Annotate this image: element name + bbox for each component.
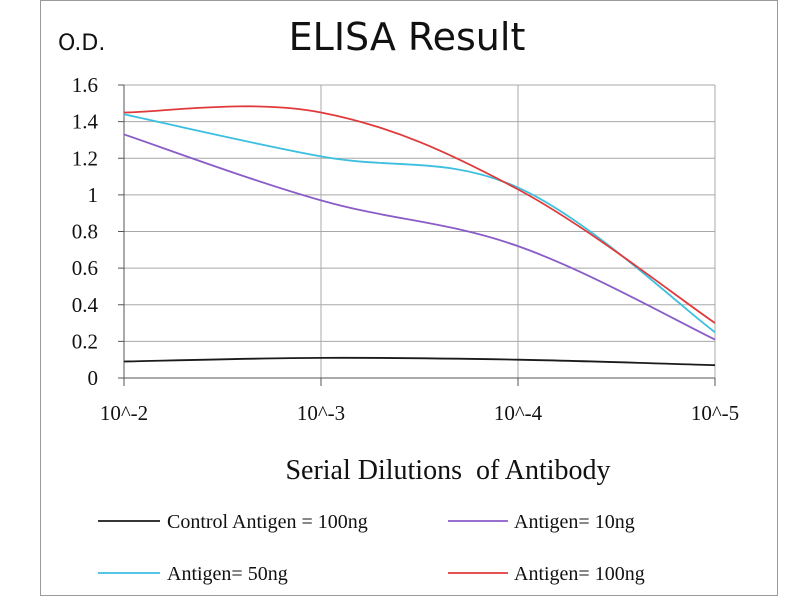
tick-labels: 0 0.2 0.4 0.6 0.8 1 1.2 1.4 1.6 10^-2 10^-3 10^-4 10… xyxy=(72,73,739,425)
legend-label-2: Antigen= 50ng xyxy=(167,563,288,585)
chart-frame xyxy=(40,0,778,596)
legend-label-1: Antigen= 10ng xyxy=(514,511,635,533)
grid-lines xyxy=(124,84,716,378)
series-line-3 xyxy=(123,105,716,324)
legend-label-3: Antigen= 100ng xyxy=(514,563,645,585)
y-axis-label: O.D. xyxy=(58,31,105,56)
axes xyxy=(118,84,716,386)
y-tick-label: 0.4 xyxy=(72,293,99,317)
series-line-2 xyxy=(123,113,716,333)
y-tick-label: 1.6 xyxy=(72,73,98,97)
y-tick-label: 0 xyxy=(88,366,99,390)
x-tick-label: 10^-5 xyxy=(691,401,739,425)
y-tick-label: 0.8 xyxy=(72,220,98,244)
chart-title: ELISA Result xyxy=(289,15,526,59)
x-tick-label: 10^-3 xyxy=(297,401,345,425)
y-tick-label: 1 xyxy=(88,183,99,207)
y-tick-label: 1.4 xyxy=(72,110,99,134)
series-line-1 xyxy=(123,133,716,341)
legend: Control Antigen = 100ng Antigen= 10ng Anti… xyxy=(98,511,645,585)
series-lines xyxy=(123,105,716,367)
x-tick-label: 10^-2 xyxy=(100,401,148,425)
y-tick-label: 0.2 xyxy=(72,329,98,353)
legend-label-0: Control Antigen = 100ng xyxy=(167,511,368,533)
y-tick-label: 0.6 xyxy=(72,256,98,280)
series-line-0 xyxy=(123,356,716,367)
x-tick-label: 10^-4 xyxy=(494,401,543,425)
x-axis-label: Serial Dilutions of Antibody xyxy=(285,455,610,486)
y-tick-label: 1.2 xyxy=(72,146,98,170)
